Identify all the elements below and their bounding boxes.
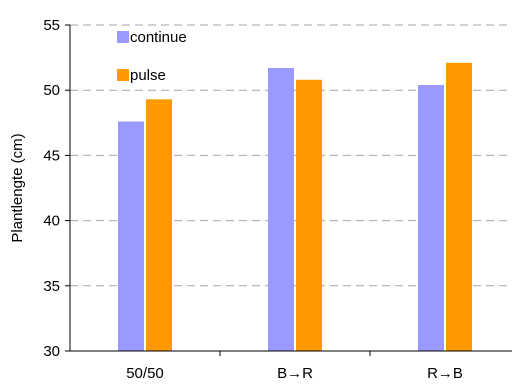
y-tick-label: 30 [43,343,60,360]
bars [118,62,472,352]
bar-continue-2 [418,84,444,351]
y-tick-label: 45 [43,147,60,164]
bar-pulse-0 [146,99,172,351]
y-tick-label: 35 [43,278,60,295]
bar-continue-1 [268,68,294,352]
y-tick-label: 40 [43,213,60,230]
legend-swatch-continue [117,31,129,43]
bar-pulse-1 [296,79,322,351]
x-tick-labels: 50/50 B→R R→B [126,351,463,382]
axes [69,25,512,352]
x-tick-label: B→R [277,365,313,382]
x-tick-label: R→B [427,365,463,382]
y-tick-label: 50 [43,82,60,99]
x-tick-label: 50/50 [126,365,164,382]
y-tick-label: 55 [43,17,60,34]
bar-continue-0 [118,121,144,351]
y-tick-labels: 30 35 40 45 50 55 [43,17,70,360]
legend-label-continue: continue [130,29,187,46]
legend: continue pulse [117,29,187,84]
bar-pulse-2 [446,62,472,351]
legend-swatch-pulse [117,69,129,81]
y-axis-title: Plantlengte (cm) [9,133,26,242]
legend-label-pulse: pulse [130,67,166,84]
